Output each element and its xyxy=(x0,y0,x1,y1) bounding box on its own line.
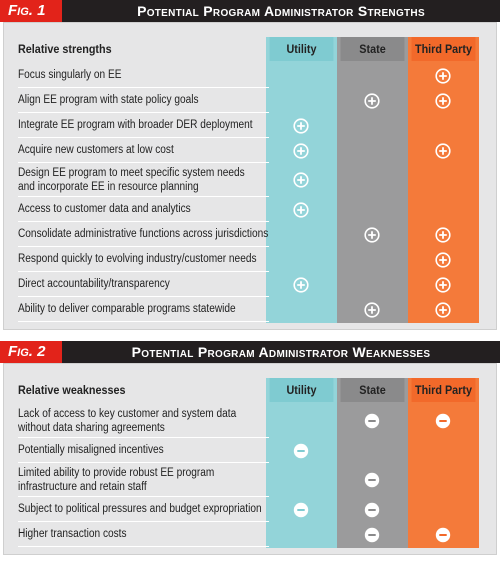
figure-title: Potential Program Administrator Weakness… xyxy=(131,344,431,360)
plus-icon xyxy=(293,201,309,218)
row-label: Design EE program to meet specific syste… xyxy=(18,163,269,197)
label-line: Lack of access to key customer and syste… xyxy=(18,407,237,420)
plus-icon xyxy=(293,172,309,188)
label-line: Ability to deliver comparable programs s… xyxy=(18,303,236,315)
row-label: Align EE program with state policy goals xyxy=(18,88,269,113)
label-line: Respond quickly to evolving industry/cus… xyxy=(18,253,257,265)
row-label: Acquire new customers at low cost xyxy=(18,138,269,163)
column-header: State xyxy=(340,37,405,61)
row-label: Ability to deliver comparable programs s… xyxy=(18,297,269,322)
column-band xyxy=(408,37,479,323)
column-header: Third Party xyxy=(411,37,476,61)
row-label: Focus singularly on EE xyxy=(18,63,269,88)
label-line: Potentially misaligned incentives xyxy=(18,444,164,456)
plus-icon xyxy=(364,226,380,243)
label-line: Higher transaction costs xyxy=(18,528,127,540)
column-header: Third Party xyxy=(411,378,476,402)
label-line: Align EE program with state policy goals xyxy=(18,94,199,106)
label-line: and incorporate EE in resource planning xyxy=(18,180,199,193)
figure-title: Potential Program Administrator Strength… xyxy=(137,3,425,19)
row-label: Higher transaction costs xyxy=(18,522,269,547)
row-label: Direct accountability/transparency xyxy=(18,272,269,297)
plus-icon xyxy=(293,117,309,134)
label-line: Focus singularly on EE xyxy=(18,69,122,81)
column-header: Utility xyxy=(269,37,334,61)
plus-icon xyxy=(293,276,309,293)
plus-icon xyxy=(435,92,451,109)
plus-icon xyxy=(364,92,380,109)
plus-icon xyxy=(435,226,451,243)
plus-icon xyxy=(293,142,309,159)
figure-panel: Relative strengths Utility State Third Part… xyxy=(3,22,497,330)
label-line: Limited ability to provide robust EE pro… xyxy=(18,466,215,479)
figure-label: Fig. 1 xyxy=(0,0,62,22)
column-band xyxy=(408,378,479,548)
label-line: without data sharing agreements xyxy=(18,421,165,434)
plus-icon xyxy=(435,301,451,318)
column-header: Relative weaknesses xyxy=(18,383,126,397)
label-line: Access to customer data and analytics xyxy=(18,203,191,215)
column-band xyxy=(337,37,408,323)
column-header: Utility xyxy=(269,378,334,402)
plus-icon xyxy=(435,142,451,159)
figure-panel: Relative weaknesses Utility State Third Par… xyxy=(3,363,497,555)
label-line: Acquire new customers at low cost xyxy=(18,144,174,156)
column-header: State xyxy=(340,378,405,402)
row-label: Integrate EE program with broader DER de… xyxy=(18,113,269,138)
row-label: Lack of access to key customer and syste… xyxy=(18,404,269,438)
minus-icon xyxy=(364,472,380,488)
label-line: infrastructure and retain staff xyxy=(18,480,147,493)
column-band xyxy=(266,378,337,548)
figure-header: Fig. 1 Potential Program Administrator St… xyxy=(0,0,500,22)
plus-icon xyxy=(364,301,380,318)
label-line: Design EE program to meet specific syste… xyxy=(18,166,245,179)
figure-label: Fig. 2 xyxy=(0,341,62,363)
plus-icon xyxy=(435,276,451,293)
minus-icon xyxy=(293,443,309,458)
minus-icon xyxy=(435,527,451,542)
minus-icon xyxy=(364,502,380,517)
label-line: Integrate EE program with broader DER de… xyxy=(18,119,253,131)
minus-icon xyxy=(364,527,380,542)
column-header: Relative strengths xyxy=(18,42,112,56)
label-line: Direct accountability/transparency xyxy=(18,278,170,290)
row-label: Consolidate administrative functions acr… xyxy=(18,222,269,247)
row-label: Respond quickly to evolving industry/cus… xyxy=(18,247,269,272)
label-line: Consolidate administrative functions acr… xyxy=(18,228,269,240)
plus-icon xyxy=(435,251,451,268)
row-label: Limited ability to provide robust EE pro… xyxy=(18,463,269,497)
label-line: Subject to political pressures and budge… xyxy=(18,503,262,515)
minus-icon xyxy=(293,502,309,517)
row-label: Access to customer data and analytics xyxy=(18,197,269,222)
row-label: Subject to political pressures and budge… xyxy=(18,497,269,522)
plus-icon xyxy=(435,67,451,84)
minus-icon xyxy=(364,413,380,429)
column-band xyxy=(337,378,408,548)
figure-header: Fig. 2 Potential Program Administrator We… xyxy=(0,341,500,363)
minus-icon xyxy=(435,413,451,429)
row-label: Potentially misaligned incentives xyxy=(18,438,269,463)
